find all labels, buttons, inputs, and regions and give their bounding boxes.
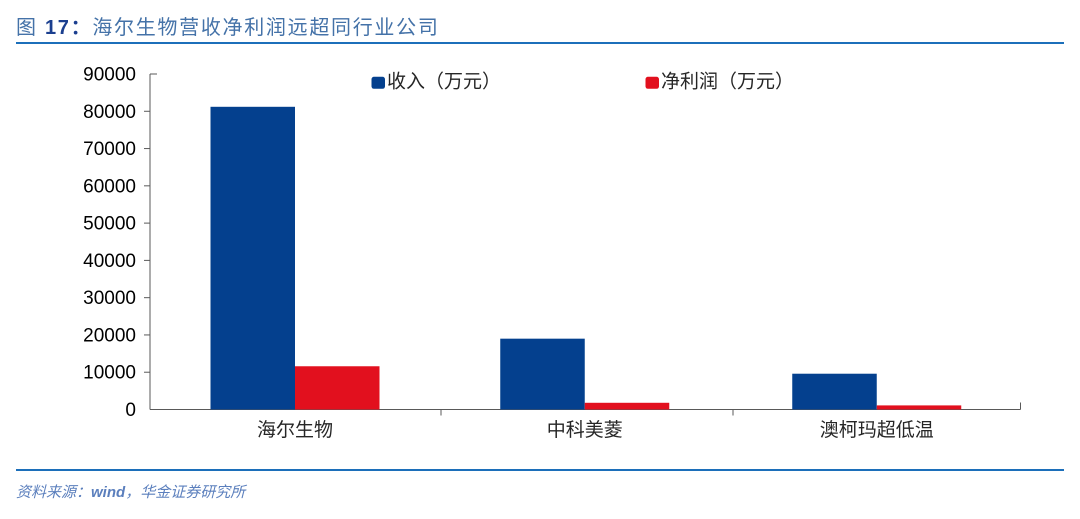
svg-text:70000: 70000 xyxy=(83,139,136,160)
svg-text:澳柯玛超低温: 澳柯玛超低温 xyxy=(820,419,934,441)
svg-text:净利润（万元）: 净利润（万元） xyxy=(661,71,794,93)
svg-text:40000: 40000 xyxy=(83,251,136,272)
svg-text:30000: 30000 xyxy=(83,288,136,309)
svg-text:50000: 50000 xyxy=(83,214,136,235)
svg-text:海尔生物: 海尔生物 xyxy=(257,419,333,441)
svg-text:80000: 80000 xyxy=(83,102,136,123)
svg-text:60000: 60000 xyxy=(83,176,136,197)
svg-text:10000: 10000 xyxy=(83,363,136,384)
svg-text:20000: 20000 xyxy=(83,325,136,346)
svg-text:90000: 90000 xyxy=(83,65,136,86)
svg-text:收入（万元）: 收入（万元） xyxy=(387,71,501,93)
svg-text:中科美菱: 中科美菱 xyxy=(547,419,623,441)
svg-text:0: 0 xyxy=(125,400,136,421)
